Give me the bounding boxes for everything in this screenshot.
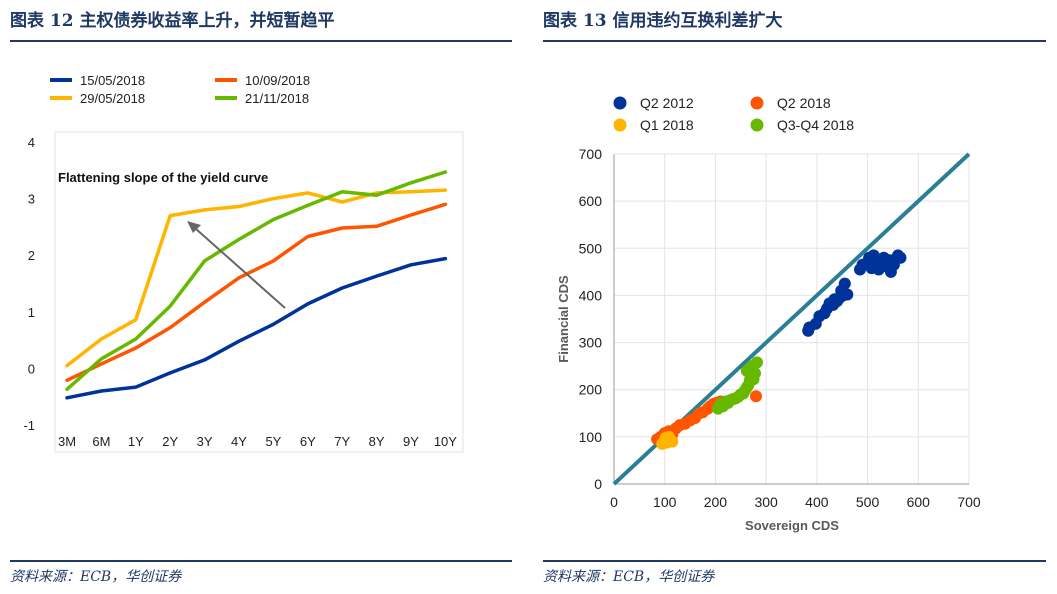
cds-y-tick-label: 100	[579, 429, 603, 445]
cds-legend-marker	[613, 118, 627, 132]
yield-x-tick-label: 2Y	[162, 434, 178, 449]
yield-x-tick-label: 6M	[92, 434, 110, 449]
yield-y-tick-label: -1	[23, 418, 35, 433]
cds-point	[867, 249, 880, 262]
cds-y-tick-label: 300	[579, 335, 603, 351]
yield-x-tick-label: 5Y	[265, 434, 281, 449]
trend-arrow	[187, 221, 286, 309]
yield-y-tick-label: 2	[28, 248, 35, 263]
left-panel-title: 图表 12 主权债券收益率上升，并短暂趋平	[10, 11, 335, 31]
cds-x-tick-label: 500	[856, 494, 880, 510]
yield-legend-label: 21/11/2018	[245, 91, 309, 106]
cds-tick-labels: 0 100 200 300 400 500 600 700 0 100 200 300 400 500 60…	[579, 146, 981, 510]
right-title-rule	[543, 40, 1046, 42]
cds-x-tick-label: 200	[704, 494, 728, 510]
yield-x-tick-label: 6Y	[300, 434, 316, 449]
yield-x-tick-label: 7Y	[334, 434, 350, 449]
yield-legend-label: 15/05/2018	[80, 73, 145, 88]
cds-legend-marker	[750, 118, 764, 132]
cds-x-axis-label: Sovereign CDS	[745, 518, 839, 533]
cds-points	[651, 249, 907, 450]
right-panel-title: 图表 13 信用违约互换利差扩大	[543, 11, 783, 31]
cds-y-tick-label: 0	[594, 476, 602, 492]
yield-series-lines	[65, 170, 448, 400]
yield-x-tick-label: 4Y	[231, 434, 247, 449]
yield-y-tick-label: 0	[28, 361, 35, 376]
cds-y-tick-label: 200	[579, 382, 603, 398]
yield-x-tick-label: 10Y	[434, 434, 457, 449]
yield-legend-label: 10/09/2018	[245, 73, 310, 88]
yield-x-tick-label: 1Y	[128, 434, 144, 449]
cds-point	[894, 251, 907, 264]
yield-x-tick-label: 8Y	[369, 434, 385, 449]
cds-legend-marker	[750, 96, 764, 110]
trend-arrow-head	[187, 221, 201, 233]
trend-arrow-shaft	[195, 228, 286, 309]
cds-legend: Q2 2012 Q2 2018 Q1 2018 Q3-Q4 2018	[613, 95, 854, 133]
cds-x-tick-label: 0	[610, 494, 618, 510]
yield-grid	[54, 131, 464, 453]
cds-legend-marker	[613, 96, 627, 110]
yield-annotation: Flattening slope of the yield curve	[58, 170, 268, 185]
yield-series-line	[65, 170, 448, 392]
cds-point	[659, 431, 672, 444]
cds-point	[838, 277, 851, 290]
cds-y-tick-label: 500	[579, 240, 603, 256]
cds-x-tick-label: 100	[653, 494, 677, 510]
yield-plot-border	[54, 131, 464, 453]
cds-y-tick-label: 400	[579, 287, 603, 303]
left-footer-rule	[10, 560, 512, 562]
yield-x-tick-label: 3Y	[197, 434, 213, 449]
left-source-note: 资料来源：ECB，华创证券	[10, 569, 182, 585]
cds-point	[750, 390, 762, 403]
cds-legend-label: Q1 2018	[640, 117, 694, 133]
yield-y-tick-label: 3	[28, 192, 35, 207]
yield-series-line	[65, 256, 448, 400]
yield-series-line	[65, 202, 448, 383]
cds-legend-label: Q2 2018	[777, 95, 831, 111]
yield-y-tick-label: 4	[28, 135, 35, 150]
cds-x-tick-label: 700	[957, 494, 981, 510]
right-source-note: 资料来源：ECB，华创证券	[543, 569, 715, 585]
cds-y-tick-label: 600	[579, 193, 603, 209]
cds-point	[841, 288, 854, 301]
cds-point	[743, 362, 756, 375]
cds-y-axis-label: Financial CDS	[556, 275, 571, 363]
yield-x-tick-label: 9Y	[403, 434, 419, 449]
right-footer-rule	[543, 560, 1046, 562]
cds-x-tick-label: 300	[754, 494, 778, 510]
cds-y-tick-label: 700	[579, 146, 603, 162]
yield-tick-labels: 4 3 2 1 0 -1 3M 6M 1Y 2Y 3Y 4Y 5Y 6Y 7Y 8Y 9Y 10Y	[23, 135, 457, 449]
cds-legend-label: Q3-Q4 2018	[777, 117, 854, 133]
yield-y-tick-label: 1	[28, 305, 35, 320]
cds-x-tick-label: 600	[907, 494, 931, 510]
yield-legend: 15/05/2018 10/09/2018 29/05/2018 21/11/2018	[50, 73, 310, 106]
cds-legend-label: Q2 2012	[640, 95, 694, 111]
yield-legend-label: 29/05/2018	[80, 91, 145, 106]
left-title-rule	[10, 40, 512, 42]
yield-x-tick-label: 3M	[58, 434, 76, 449]
cds-x-tick-label: 400	[805, 494, 829, 510]
